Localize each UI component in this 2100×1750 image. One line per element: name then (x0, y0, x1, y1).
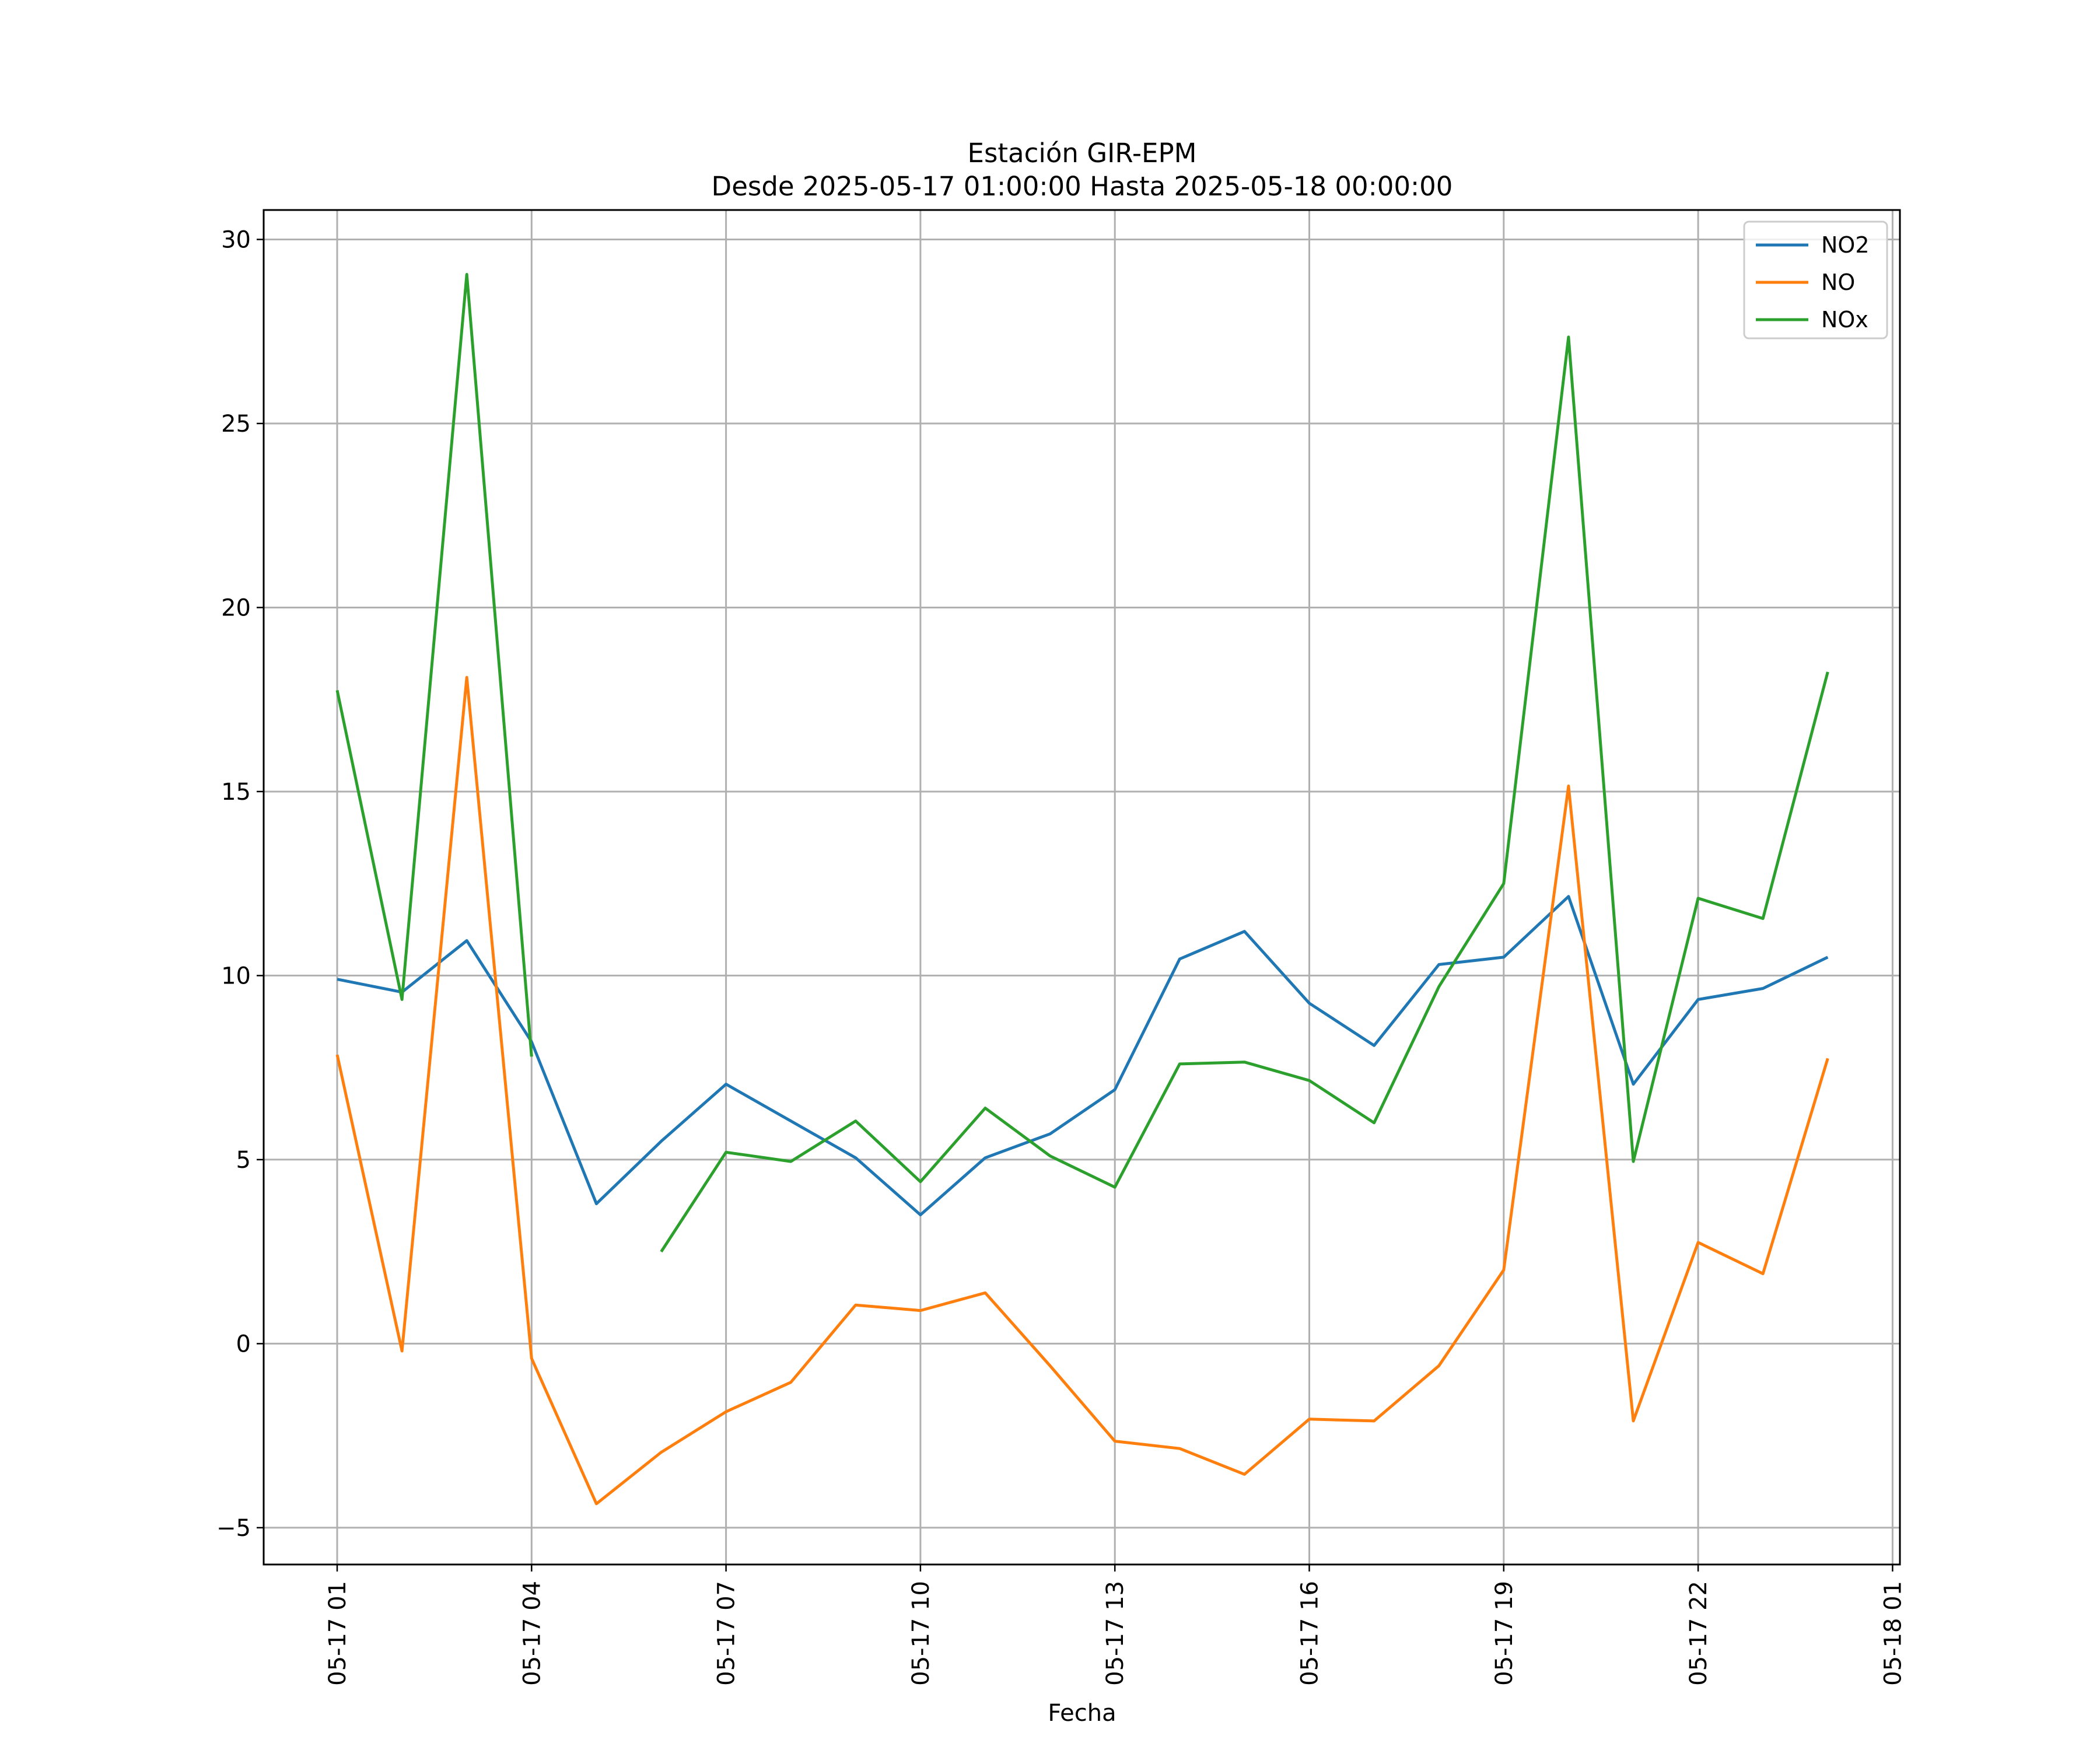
x-tick-label: 05-17 16 (1297, 1581, 1324, 1686)
y-tick-label: 15 (221, 779, 251, 806)
x-tick-label: 05-17 10 (908, 1581, 935, 1686)
x-tick-label: 05-17 19 (1491, 1581, 1518, 1686)
legend-box (1743, 220, 1888, 340)
series-line-no (335, 676, 1829, 1506)
legend-label-no: NO (1821, 270, 1855, 295)
x-axis: 05-17 01 05-17 04 05-17 07 05-17 10 05-17 13… (324, 1564, 1906, 1686)
series-lines (335, 272, 1829, 1506)
x-tick-label: 05-17 22 (1685, 1581, 1712, 1686)
legend: NO2 NO NOx (1743, 220, 1888, 340)
y-tick-label: 0 (236, 1331, 251, 1357)
y-tick-label: −5 (216, 1515, 251, 1542)
y-axis: −5 0 5 10 15 20 25 30 (216, 226, 264, 1542)
x-tick-label: 05-17 04 (519, 1581, 545, 1686)
chart-title: Estación GIR-EPM (968, 138, 1197, 169)
x-tick-label: 05-17 13 (1102, 1581, 1129, 1686)
grid (264, 210, 1900, 1564)
legend-label-nox: NOx (1821, 307, 1868, 332)
x-tick-label: 05-17 07 (713, 1581, 740, 1686)
series-line-no2 (337, 895, 1829, 1217)
chart-subtitle: Desde 2025-05-17 01:00:00 Hasta 2025-05-… (712, 171, 1453, 202)
series-line-nox (335, 272, 1829, 1253)
y-tick-label: 25 (221, 411, 251, 438)
y-tick-label: 5 (236, 1147, 251, 1174)
x-tick-label: 05-18 01 (1880, 1581, 1906, 1686)
y-tick-label: 30 (221, 226, 251, 253)
legend-label-no2: NO2 (1821, 232, 1870, 258)
x-tick-label: 05-17 01 (324, 1581, 351, 1686)
plot-frame (262, 209, 1901, 1566)
y-tick-label: 20 (221, 594, 251, 621)
y-tick-label: 10 (221, 963, 251, 989)
x-axis-label: Fecha (1048, 1700, 1116, 1727)
